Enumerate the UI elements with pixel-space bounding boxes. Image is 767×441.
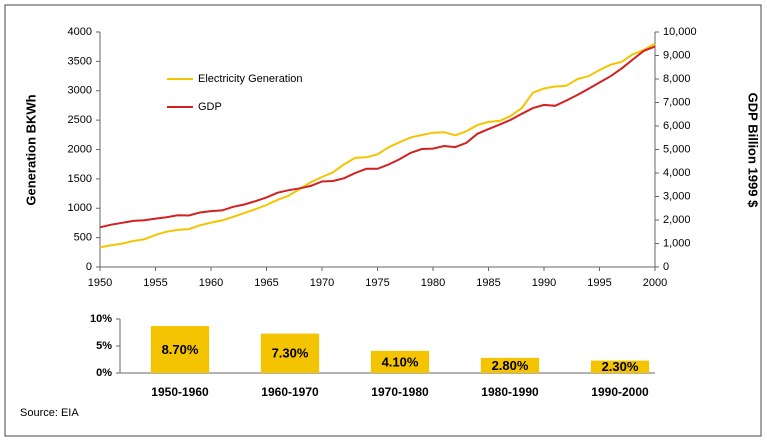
x-tick-label: 1955 (143, 277, 167, 289)
y2-tick-label: 8,000 (663, 73, 691, 85)
y-tick-label: 5% (96, 340, 112, 352)
x-tick-label: 2000 (643, 277, 667, 289)
bar (590, 360, 650, 373)
y2-tick-label: 6,000 (663, 120, 691, 132)
x-tick-label: 1985 (476, 277, 500, 289)
bar-value-label: 2.80% (492, 358, 529, 373)
x-tick-label: 1950-1960 (151, 385, 209, 399)
x-tick-label: 1990-2000 (591, 385, 649, 399)
y-tick-label: 500 (74, 232, 92, 244)
x-tick-label: 1970 (310, 277, 334, 289)
y-tick-label: 0 (86, 261, 92, 273)
y-tick-label: 4000 (68, 26, 92, 38)
y2-tick-label: 2,000 (663, 214, 691, 226)
y-tick-label: 2500 (68, 114, 92, 126)
y-tick-label: 0% (96, 367, 112, 379)
source: Source: EIA (20, 407, 79, 419)
x-tick-label: 1980 (421, 277, 445, 289)
y-tick-label: 3500 (68, 55, 92, 67)
y2-tick-label: 0 (663, 261, 669, 273)
x-tick-label: 1980-1990 (481, 385, 539, 399)
y2-tick-label: 7,000 (663, 96, 691, 108)
y2-tick-label: 9,000 (663, 49, 691, 61)
y-tick-label: 10% (90, 313, 112, 325)
x-tick-label: 1950 (88, 277, 112, 289)
y2-tick-label: 3,000 (663, 190, 691, 202)
x-tick-label: 1995 (587, 277, 611, 289)
y-tick-label: 1500 (68, 173, 92, 185)
y-axis-label: Generation BKWh (23, 94, 38, 205)
x-tick-label: 1965 (254, 277, 278, 289)
legend-label: GDP (198, 101, 222, 113)
x-tick-label: 1975 (365, 277, 389, 289)
x-tick-label: 1970-1980 (371, 385, 429, 399)
bar-value-label: 7.30% (272, 346, 309, 361)
bar (150, 326, 210, 373)
y2-axis-label: GDP Billion 1999 $ (746, 93, 761, 208)
y-tick-label: 3000 (68, 85, 92, 97)
x-tick-label: 1990 (532, 277, 556, 289)
bar (480, 357, 540, 373)
series-line (99, 45, 656, 229)
y2-tick-label: 4,000 (663, 167, 691, 179)
legend-label: Electricity Generation (198, 73, 303, 85)
bar-value-label: 8.70% (162, 342, 199, 357)
series-line (99, 42, 656, 249)
bar (370, 350, 430, 373)
y-tick-label: 2000 (68, 143, 92, 155)
y2-tick-label: 1,000 (663, 237, 691, 249)
bar-value-label: 4.10% (382, 354, 419, 369)
x-tick-label: 1960 (199, 277, 223, 289)
bar (260, 333, 320, 373)
x-tick-label: 1960-1970 (261, 385, 319, 399)
y-tick-label: 1000 (68, 202, 92, 214)
bar-value-label: 2.30% (602, 359, 639, 374)
y2-tick-label: 10,000 (663, 26, 697, 38)
y2-tick-label: 5,000 (663, 143, 691, 155)
